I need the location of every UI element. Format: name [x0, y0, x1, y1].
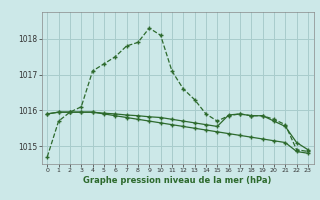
X-axis label: Graphe pression niveau de la mer (hPa): Graphe pression niveau de la mer (hPa) — [84, 176, 272, 185]
